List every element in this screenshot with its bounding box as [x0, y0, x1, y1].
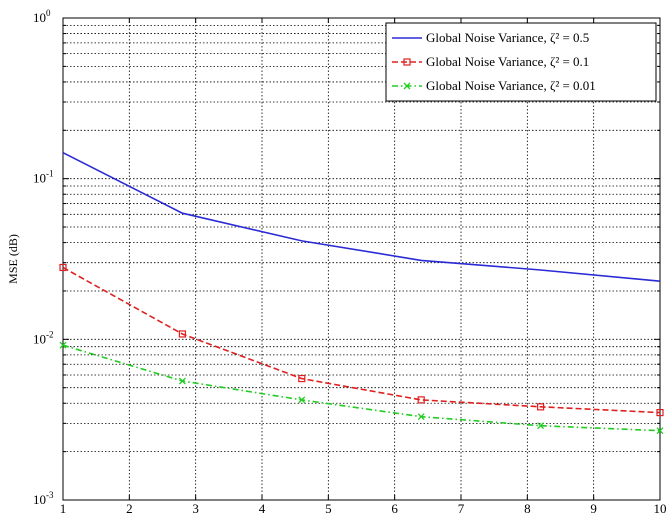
series-2-line — [62, 266, 661, 414]
series-2-point-5 — [536, 403, 545, 411]
legend: Global Noise Variance, ζ² = 0.5 Global No… — [385, 22, 657, 102]
x-tick-label-4: 4 — [259, 501, 266, 514]
y-tick-label: 10-3 — [33, 490, 54, 507]
x-tick-labels: 1 2 3 4 5 6 7 8 9 10 — [60, 501, 667, 514]
x-tick-label-9: 9 — [590, 501, 597, 514]
x-tick-label-6: 6 — [391, 501, 398, 514]
series-2-point-1 — [59, 263, 67, 272]
series-3-point-1-b — [59, 341, 67, 349]
legend-item-2: Global Noise Variance, ζ² = 0.1 — [392, 54, 589, 69]
legend-label-3: Global Noise Variance, ζ² = 0.01 — [426, 78, 596, 93]
y-tick-label: 10-2 — [33, 329, 54, 346]
series-3-point-6 — [656, 427, 664, 435]
plot-area-frame — [62, 17, 661, 501]
x-tick-label-2: 2 — [126, 501, 133, 514]
y-tick-labels: 10-3 10-2 10-1 100 — [33, 8, 54, 507]
legend-marker-3-b — [403, 82, 411, 90]
x-tick-label-3: 3 — [192, 501, 199, 514]
series-3 — [59, 341, 664, 435]
legend-item-1: Global Noise Variance, ζ² = 0.5 — [392, 30, 589, 45]
axis-ticks — [62, 18, 661, 501]
legend-marker-3 — [403, 82, 411, 90]
legend-item-3: Global Noise Variance, ζ² = 0.01 — [392, 78, 596, 93]
series-1 — [62, 151, 661, 282]
series-2 — [59, 263, 664, 417]
series-3-point-2-b — [178, 377, 186, 385]
legend-label-2: Global Noise Variance, ζ² = 0.1 — [426, 54, 589, 69]
series-3-point-4 — [417, 413, 425, 421]
y-axis-label: MSE (dB) — [6, 234, 20, 284]
x-tick-label-5: 5 — [325, 501, 332, 514]
y-tick-label: 10-1 — [33, 169, 54, 186]
x-tick-label-7: 7 — [458, 501, 465, 514]
series-2-point-6 — [656, 408, 664, 417]
legend-label-1: Global Noise Variance, ζ² = 0.5 — [426, 30, 589, 45]
series-3-point-3-b — [298, 396, 306, 404]
x-tick-label-8: 8 — [524, 501, 531, 514]
series-layer — [59, 151, 664, 435]
series-3-point-2 — [178, 377, 186, 385]
series-2-point-3 — [298, 374, 306, 383]
series-2-point-2 — [178, 330, 186, 338]
series-3-point-4-b — [417, 413, 425, 421]
y-tick-label: 100 — [33, 8, 51, 25]
series-3-point-5-b — [537, 422, 545, 430]
series-1-line — [62, 151, 661, 282]
series-3-point-5 — [537, 422, 545, 430]
series-3-point-3 — [298, 396, 306, 404]
series-2-point-4 — [417, 396, 425, 404]
series-3-point-6-b — [656, 427, 664, 435]
legend-marker-2 — [403, 58, 411, 66]
series-3-point-1 — [59, 341, 67, 349]
x-tick-label-1: 1 — [60, 501, 67, 514]
legend-box — [385, 22, 657, 102]
series-3-line — [62, 344, 661, 432]
x-tick-label-10: 10 — [654, 501, 667, 514]
